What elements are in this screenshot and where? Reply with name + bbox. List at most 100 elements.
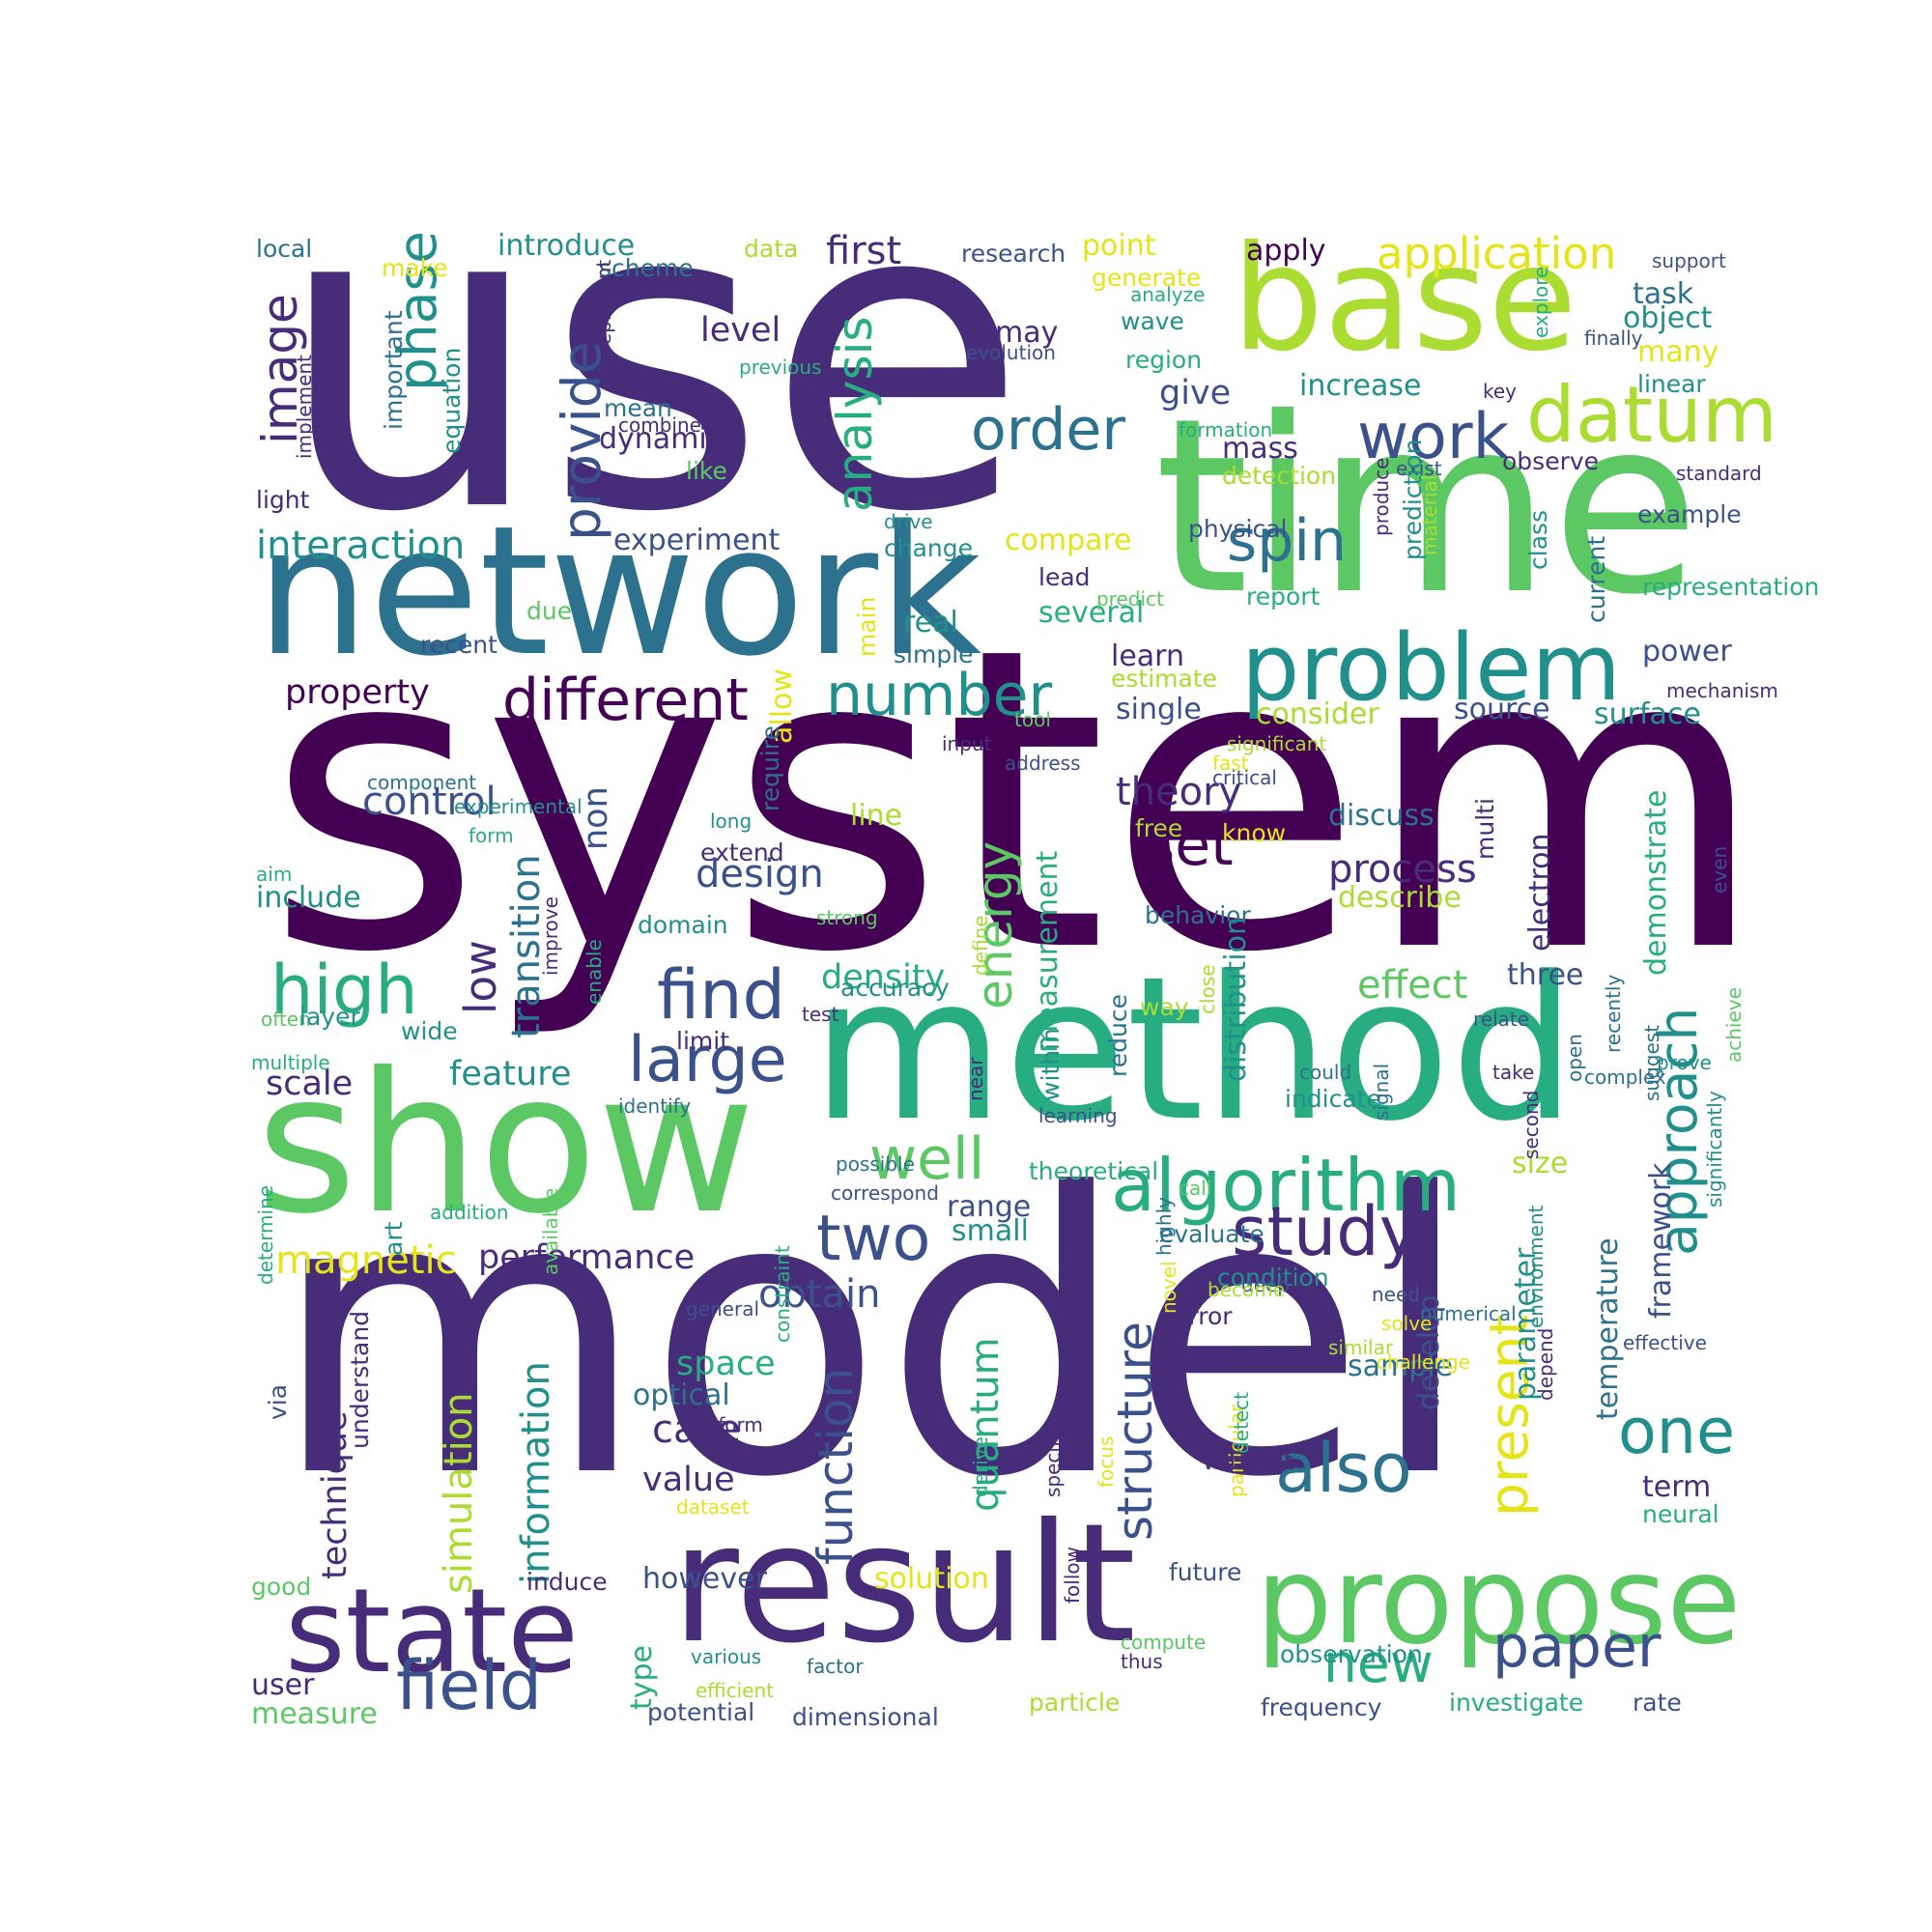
word-use: use [275,110,1028,605]
word-solve: solve [1381,1312,1433,1335]
word-control: control [362,780,497,824]
word-current: current [1582,535,1610,623]
word-take: take [1492,1061,1535,1084]
word-perform: perform [686,1413,763,1436]
word-scheme: scheme [599,254,694,282]
word-introduce: introduce [497,229,636,263]
word-problem: problem [1241,615,1622,722]
word-call: call [1179,1177,1212,1200]
word-single: single [1116,693,1202,726]
word-challenge: challenge [1377,1350,1471,1374]
word-paper: paper [1492,1613,1662,1681]
word-require: require [756,725,784,811]
word-however: however [642,1562,767,1596]
word-experimental: experimental [454,795,582,818]
word-support: support [1652,249,1726,272]
word-form: form [469,824,514,847]
word-implement: implement [293,355,316,459]
word-efficient: efficient [696,1679,775,1702]
word-obtain: obtain [758,1272,881,1317]
word-order: order [971,396,1125,464]
word-measurement: measurement [1031,850,1065,1053]
word-new: new [1323,1633,1434,1694]
word-density: density [821,958,946,997]
word-deep: deep [1241,1273,1290,1296]
word-within: within [1037,1028,1065,1101]
word-factor: factor [807,1655,864,1678]
word-follow: follow [1061,1547,1084,1604]
word-aim: aim [256,863,293,886]
word-make: make [382,254,448,282]
word-level: level [700,311,781,350]
word-critical: critical [1212,766,1277,789]
word-point: point [1082,229,1156,263]
word-constraint: constraint [771,1245,794,1343]
word-design: design [696,852,824,896]
word-behavior: behavior [1145,901,1251,929]
word-like: like [686,457,727,485]
word-define: define [969,915,992,976]
word-dynamic: dynamic [599,422,724,456]
word-real: real [903,606,958,639]
word-long: long [710,810,753,833]
word-optical: optical [633,1378,730,1412]
word-improve: improve [539,896,562,976]
word-without: without [1203,1447,1293,1475]
word-determine: determine [254,1184,277,1285]
word-similar: similar [1328,1336,1394,1359]
word-several: several [1038,596,1145,630]
word-model: model [270,1113,1474,1562]
word-become: become [1208,1278,1286,1301]
word-combine: combine [618,413,701,437]
word-generate: generate [1092,264,1202,292]
word-work: work [1357,401,1510,473]
word-explore: explore [1529,266,1552,338]
word-first: first [826,229,902,273]
word-system: system [266,560,1768,1043]
word-observation: observation [1280,1640,1423,1668]
word-structure: structure [1107,1321,1163,1541]
word-limit: limit [676,1027,729,1055]
word-framework: framework [1644,1162,1678,1319]
word-layer: layer [299,1003,360,1031]
word-important: important [380,310,408,430]
word-formation: formation [1179,418,1273,441]
word-possible: possible [836,1152,915,1176]
word-object: object [1623,301,1713,335]
word-analyze: analyze [1130,283,1206,306]
word-indicate: indicate [1285,1085,1381,1113]
word-understand: understand [346,1310,374,1449]
word-wave: wave [1121,307,1184,335]
word-particle: particle [1029,1689,1121,1717]
word-rate: rate [1633,1689,1682,1717]
word-describe: describe [1338,881,1462,915]
word-correspond: correspond [831,1181,939,1205]
word-strong: strong [816,906,878,929]
word-reduce: reduce [1104,994,1132,1077]
word-space: space [676,1345,776,1383]
word-number: number [826,662,1053,729]
word-also: also [1275,1429,1412,1508]
word-dimensional: dimensional [792,1703,939,1731]
word-case: case [652,1407,741,1452]
word-error: error [1174,1302,1233,1330]
word-key: key [1483,380,1518,403]
word-compute: compute [1121,1631,1207,1654]
word-input: input [942,732,992,755]
word-method: method [811,935,1577,1165]
word-signal: signal [1370,1063,1393,1121]
word-time: time [1154,366,1700,647]
word-change: change [884,534,974,562]
word-task: task [1633,277,1694,311]
word-data: data [744,235,799,263]
word-power: power [1642,635,1732,668]
word-term: term [1642,1470,1712,1504]
word-significant: significant [1227,732,1327,755]
word-result: result [671,1489,1136,1680]
word-research: research [961,240,1066,268]
word-surface: surface [1594,697,1701,731]
word-state: state [285,1565,579,1699]
word-effective: effective [1623,1331,1707,1354]
word-free: free [1135,814,1183,842]
word-effect: effect [1357,963,1468,1008]
